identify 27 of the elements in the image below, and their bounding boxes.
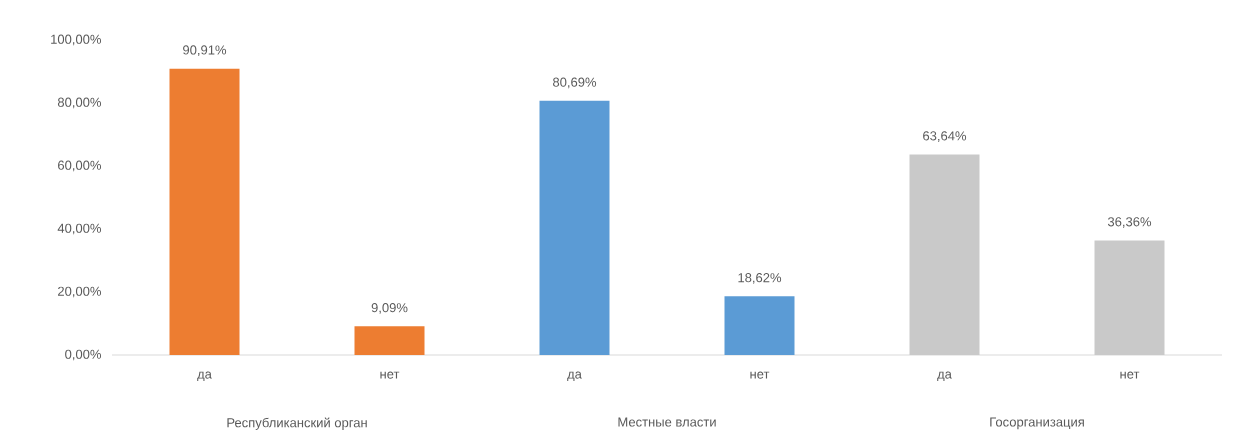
y-tick-label: 100,00% bbox=[51, 34, 101, 46]
y-tick-label: 0,00% bbox=[65, 349, 102, 361]
text: Местные власти bbox=[618, 417, 716, 427]
y-tick-label: 20,00% bbox=[58, 286, 102, 298]
data-label: 36,36% bbox=[1107, 217, 1152, 228]
x-tick-label: да bbox=[937, 371, 952, 382]
y-tick-label: 60,00% bbox=[58, 160, 102, 172]
data-label: 63,64% bbox=[923, 131, 967, 142]
data-label: 90,91% bbox=[183, 45, 227, 57]
data-label: 9,09% bbox=[371, 303, 408, 314]
x-tick-label: да bbox=[567, 371, 582, 382]
y-tick-label: 40,00% bbox=[57, 223, 102, 235]
x-tick-label: нет bbox=[1120, 371, 1140, 379]
x-tick-label: нет bbox=[750, 371, 770, 379]
text: Госорганизация bbox=[990, 417, 1084, 430]
x-tick-label: нет bbox=[380, 371, 400, 379]
y-tick-label: 80,00% bbox=[57, 97, 102, 109]
bar bbox=[724, 296, 795, 355]
x-tick-label: да bbox=[197, 371, 212, 382]
bar bbox=[539, 100, 610, 355]
bar bbox=[354, 326, 425, 355]
text: Республиканский орган bbox=[227, 417, 367, 430]
bar bbox=[909, 154, 980, 355]
bar bbox=[169, 68, 240, 355]
data-label: 18,62% bbox=[738, 273, 782, 284]
data-label: 80,69% bbox=[553, 77, 597, 89]
bar bbox=[1094, 240, 1165, 355]
